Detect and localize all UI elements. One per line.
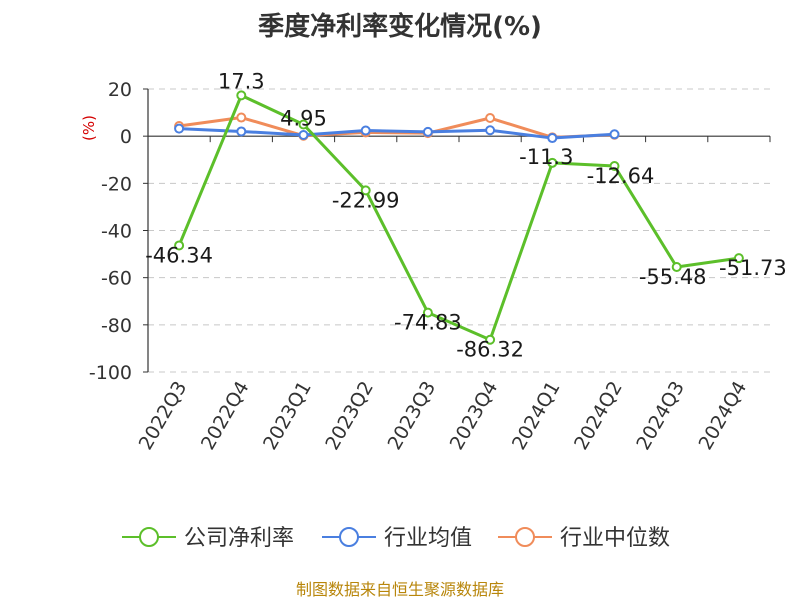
x-tick-label: 2024Q3 <box>632 378 689 454</box>
data-label: -12.64 <box>587 164 655 188</box>
data-point <box>236 112 247 123</box>
legend-label: 行业中位数 <box>560 526 670 551</box>
data-point <box>360 125 371 136</box>
data-labels: -46.34 17.3 4.95 -22.99 -74.83 -86.32 -11.3 -12… <box>145 69 787 361</box>
y-tick-label: -80 <box>101 315 132 337</box>
gridlines <box>148 88 770 373</box>
x-tick-label: 2023Q4 <box>446 377 503 453</box>
legend-marker <box>339 527 359 547</box>
x-tick-label: 2023Q2 <box>321 378 378 454</box>
legend: 公司净利率 行业均值 行业中位数 <box>122 526 670 551</box>
series-line <box>179 127 615 140</box>
data-point <box>547 157 558 168</box>
y-tick-label: -60 <box>101 268 132 290</box>
data-label: -46.34 <box>145 243 213 267</box>
data-point <box>609 160 620 171</box>
data-point <box>360 185 371 196</box>
data-label: -55.48 <box>639 265 707 289</box>
data-point <box>422 126 433 137</box>
x-tick-label: 2022Q4 <box>197 378 254 454</box>
data-point <box>485 125 496 136</box>
x-tick-label: 2023Q3 <box>383 378 440 454</box>
data-label: 17.3 <box>218 69 265 93</box>
data-label: -22.99 <box>332 188 400 212</box>
data-label: -11.3 <box>519 145 573 169</box>
y-tick-label: -20 <box>101 173 132 195</box>
data-point <box>485 334 496 345</box>
x-tick-label: 2022Q3 <box>135 378 192 454</box>
series-line <box>178 116 615 139</box>
data-point <box>547 133 558 144</box>
data-point <box>174 123 185 134</box>
data-point <box>298 129 309 140</box>
legend-marker <box>515 527 535 547</box>
data-label: -51.73 <box>719 256 787 280</box>
series-line <box>177 93 740 342</box>
y-axis-unit: (%) <box>80 115 98 141</box>
data-point <box>174 240 185 251</box>
x-tick-label: 2023Q1 <box>259 378 316 454</box>
data-label: 4.95 <box>280 106 327 130</box>
data-point <box>236 90 247 101</box>
x-tick-label: 2024Q4 <box>694 378 751 454</box>
y-tick-label: 20 <box>108 79 132 101</box>
y-tick-label: -40 <box>101 221 132 243</box>
series-lines <box>174 90 744 345</box>
data-label: -74.83 <box>394 311 462 335</box>
legend-label: 公司净利率 <box>184 526 294 551</box>
x-tick-label: 2024Q2 <box>570 378 627 454</box>
data-label: -86.32 <box>456 338 524 362</box>
data-point <box>733 253 744 264</box>
y-tick-label: 0 <box>120 126 132 148</box>
chart-title: 季度净利率变化情况(%) <box>258 12 542 42</box>
data-point <box>298 119 309 130</box>
data-point <box>236 126 247 137</box>
legend-label: 行业均值 <box>384 526 472 551</box>
data-point <box>485 113 496 124</box>
source-note: 制图数据来自恒生聚源数据库 <box>295 580 504 599</box>
data-point <box>609 129 620 140</box>
data-point <box>422 307 433 318</box>
x-tick-label: 2024Q1 <box>508 378 565 454</box>
data-point <box>671 262 682 273</box>
y-tick-label: -100 <box>89 362 132 384</box>
legend-marker <box>139 527 159 547</box>
